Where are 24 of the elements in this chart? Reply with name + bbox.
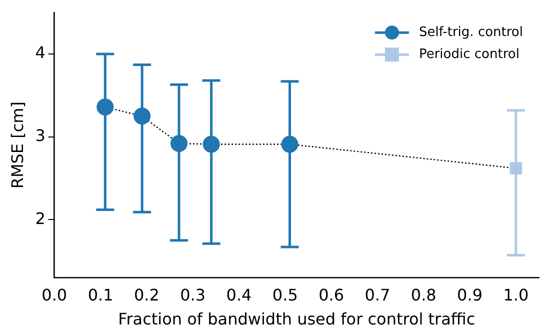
x-tick-label: 0.2	[134, 285, 160, 304]
x-tick-label: 0.4	[226, 285, 252, 304]
x-axis-title: Fraction of bandwidth used for control traffic	[118, 310, 476, 329]
y-tick-label: 4	[35, 43, 46, 62]
x-tick-label: 0.7	[364, 285, 390, 304]
point	[96, 98, 114, 116]
x-tick-label: 0.5	[272, 285, 298, 304]
point	[281, 136, 298, 153]
x-tick-label: 0.8	[410, 285, 436, 304]
x-tick-label: 0.1	[88, 285, 114, 304]
y-tick-label: 2	[35, 208, 46, 228]
y-axis-title: RMSE [cm]	[8, 102, 27, 189]
point	[510, 162, 522, 174]
x-tick-label: 0.9	[457, 285, 482, 304]
point	[170, 134, 188, 152]
y-tick-label: 3	[35, 126, 46, 145]
x-tick-label: 1.0	[503, 285, 529, 304]
x-tick-label: 0.6	[318, 285, 344, 304]
point	[202, 136, 220, 153]
x-tick-label: 0.0	[42, 285, 68, 304]
x-tick-label: 0.3	[180, 285, 206, 304]
legend-label: Self-trig. control	[418, 24, 524, 40]
legend-label: Periodic control	[418, 46, 520, 62]
point	[134, 108, 151, 125]
